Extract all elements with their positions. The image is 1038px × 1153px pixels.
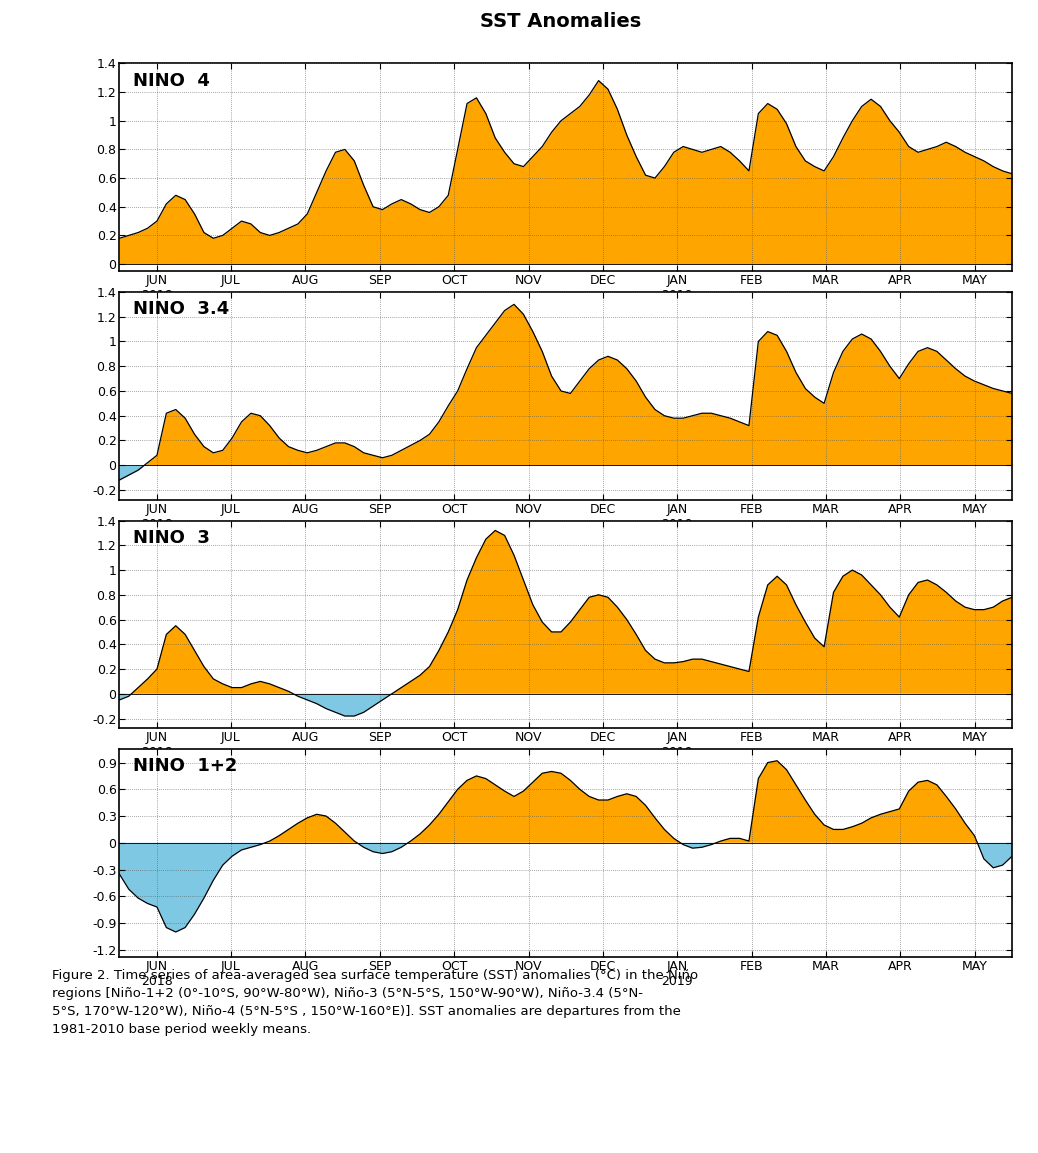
Text: NINO  3.4: NINO 3.4	[133, 300, 229, 318]
Text: Figure 2. Time series of area-averaged sea surface temperature (SST) anomalies (: Figure 2. Time series of area-averaged s…	[52, 969, 698, 1035]
Text: NINO  4: NINO 4	[133, 71, 210, 90]
Text: SST Anomalies: SST Anomalies	[480, 13, 641, 31]
Text: NINO  3: NINO 3	[133, 529, 210, 547]
Text: NINO  1+2: NINO 1+2	[133, 758, 237, 776]
